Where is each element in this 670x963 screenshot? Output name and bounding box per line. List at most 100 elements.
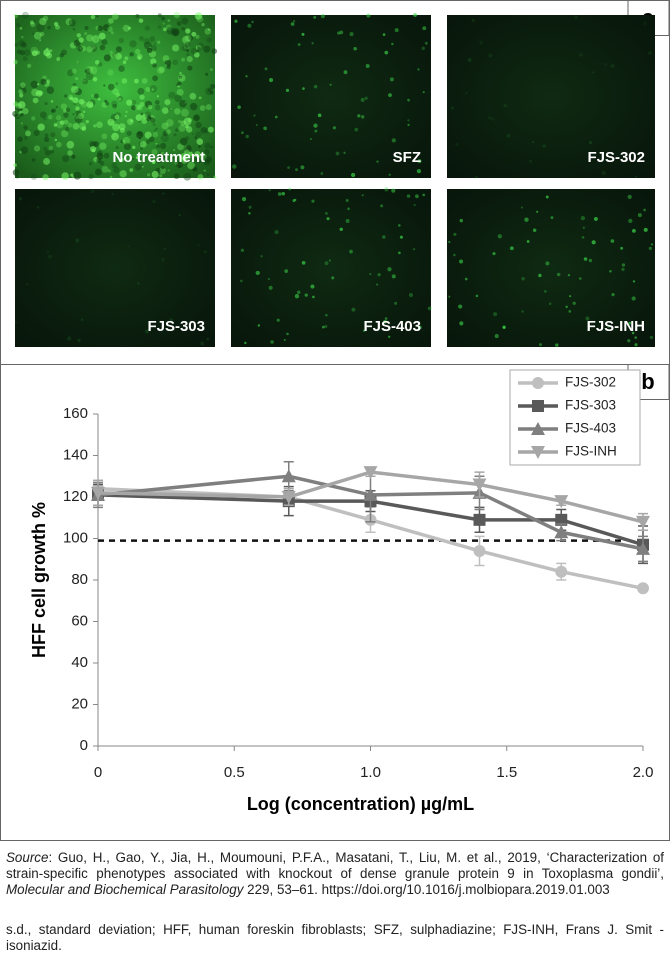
fluorescence-spot — [365, 64, 370, 68]
fluorescence-spot — [197, 243, 200, 246]
fluorescence-spot — [121, 78, 128, 84]
fluorescence-spot — [39, 17, 47, 26]
fluorescence-spot — [556, 272, 561, 277]
fluorescence-spot — [99, 160, 105, 166]
x-tick-label: 1.5 — [496, 764, 517, 781]
fluorescence-spot — [14, 320, 18, 324]
fluorescence-spot — [176, 83, 179, 87]
micrograph — [231, 189, 431, 347]
fluorescence-spot — [281, 192, 285, 196]
fluorescence-spot — [294, 294, 300, 299]
fluorescence-spot — [634, 336, 638, 339]
fluorescence-spot — [146, 173, 151, 177]
y-tick-label: 20 — [71, 695, 88, 712]
fluorescence-spot — [161, 107, 169, 114]
fluorescence-spot — [192, 166, 197, 172]
fluorescence-spot — [354, 127, 359, 132]
fluorescence-spot — [180, 153, 188, 161]
fluorescence-spot — [203, 45, 211, 53]
fluorescence-spot — [349, 32, 354, 37]
fluorescence-spot — [31, 88, 39, 97]
fluorescence-spot — [127, 26, 132, 30]
fluorescence-spot — [51, 108, 57, 113]
fluorescence-spot — [343, 70, 348, 75]
fluorescence-spot — [30, 46, 39, 55]
fluorescence-spot — [96, 152, 104, 160]
fluorescence-spot — [189, 92, 197, 100]
legend-marker — [532, 377, 544, 389]
fluorescence-spot — [135, 14, 140, 18]
fluorescence-spot — [48, 114, 53, 120]
fluorescence-spot — [110, 31, 114, 35]
fluorescence-spot — [148, 136, 155, 143]
fluorescence-spot — [75, 110, 81, 116]
data-point — [636, 541, 650, 555]
fluorescence-spot — [205, 72, 209, 76]
fluorescence-spot — [364, 96, 368, 100]
fluorescence-spot — [65, 107, 71, 113]
fluorescence-spot — [448, 240, 451, 244]
fluorescence-spot — [634, 343, 638, 347]
fluorescence-spot — [276, 318, 280, 322]
fluorescence-spot — [152, 75, 158, 82]
fluorescence-spot — [415, 194, 419, 199]
fluorescence-spot — [313, 84, 318, 89]
fluorescence-spot — [186, 53, 190, 56]
fluorescence-spot — [147, 104, 153, 110]
fluorescence-spot — [115, 92, 121, 98]
fluorescence-spot — [165, 118, 174, 127]
fluorescence-spot — [122, 24, 130, 32]
fluorescence-spot — [160, 142, 167, 150]
fluorescence-spot — [89, 141, 97, 149]
fluorescence-spot — [387, 335, 391, 338]
fluorescence-spot — [521, 310, 524, 313]
fluorescence-spot — [181, 26, 185, 31]
fluorescence-spot — [324, 261, 329, 266]
fluorescence-spot — [487, 115, 492, 120]
fluorescence-spot — [543, 290, 547, 293]
fluorescence-spot — [46, 79, 50, 83]
fluorescence-spot — [126, 130, 132, 136]
fluorescence-spot — [141, 118, 148, 124]
fluorescence-spot — [111, 13, 119, 20]
fluorescence-spot — [277, 192, 282, 196]
fluorescence-spot — [119, 127, 125, 133]
fluorescence-spot — [101, 165, 109, 173]
fluorescence-spot — [75, 106, 80, 111]
fluorescence-spot — [36, 23, 45, 32]
fluorescence-spot — [347, 207, 350, 211]
x-axis-label: Log (concentration) µg/mL — [247, 794, 474, 814]
fluorescence-spot — [50, 100, 54, 103]
fluorescence-spot — [531, 140, 535, 144]
fluorescence-spot — [55, 120, 64, 129]
fluorescence-spot — [180, 120, 187, 127]
fluorescence-spot — [628, 321, 632, 325]
fluorescence-spot — [84, 32, 88, 36]
fluorescence-spot — [139, 140, 147, 148]
fluorescence-spot — [284, 269, 289, 273]
fluorescence-spot — [46, 250, 50, 254]
fluorescence-spot — [163, 247, 166, 250]
fluorescence-spot — [174, 161, 179, 165]
fluorescence-spot — [391, 274, 396, 279]
fluorescence-spot — [48, 145, 54, 151]
data-point — [554, 495, 569, 509]
fluorescence-spot — [112, 123, 120, 132]
fluorescence-spot — [635, 175, 638, 178]
fluorescence-spot — [53, 21, 59, 27]
micrograph — [447, 15, 655, 178]
fluorescence-spot — [137, 131, 143, 137]
fluorescence-spot — [193, 52, 200, 58]
fluorescence-spot — [320, 14, 326, 19]
fluorescence-spot — [424, 41, 428, 45]
fluorescence-spot — [567, 274, 571, 277]
fluorescence-spot — [122, 60, 127, 64]
source-text: : Guo, H., Gao, Y., Jia, H., Moumouni, P… — [6, 850, 664, 881]
figure: a b No treatmentSFZFJS-302FJS-303FJS-403… — [0, 0, 670, 841]
fluorescence-spot — [141, 78, 148, 84]
abbreviations: s.d., standard deviation; HFF, human for… — [6, 922, 664, 953]
fluorescence-spot — [384, 187, 389, 192]
fluorescence-spot — [406, 194, 411, 198]
fluorescence-spot — [17, 136, 23, 143]
fluorescence-spot — [150, 44, 157, 52]
